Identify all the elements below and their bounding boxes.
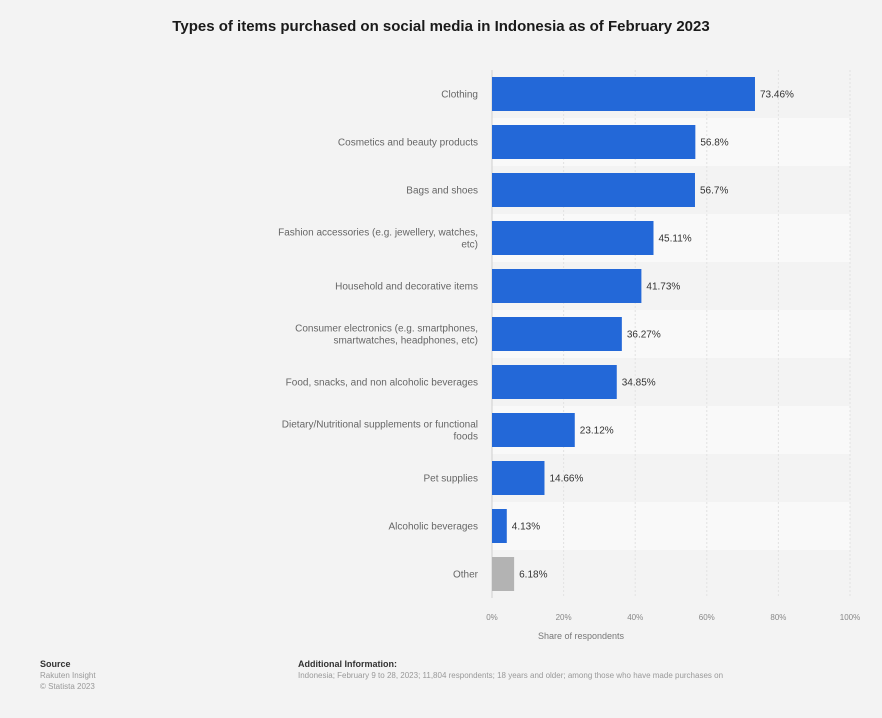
bar [492,365,617,399]
category-label: Other [453,570,479,581]
bar [492,317,622,351]
value-labels: 73.46% 56.8% 56.7% 45.11% 41.73% 36.27% 34.85%… [512,90,794,581]
value-label: 41.73% [646,282,680,293]
bar [492,173,695,207]
bar-chart: Clothing Cosmetics and beauty products Bag… [278,70,860,641]
value-label: 23.12% [580,426,614,437]
category-labels: Clothing Cosmetics and beauty products Bag… [278,90,479,581]
value-label: 4.13% [512,522,540,533]
category-label: Alcoholic beverages [389,522,479,533]
value-label: 34.85% [622,378,656,389]
row-band [492,502,850,550]
bar [492,557,515,591]
source-line-2: © Statista 2023 [40,682,95,691]
additional-info-text: Indonesia; February 9 to 28, 2023; 11,80… [298,671,724,680]
source-heading: Source [40,659,71,669]
additional-info-heading: Additional Information: [298,659,397,669]
bar [492,269,642,303]
category-label: Household and decorative items [335,282,478,293]
bar [492,77,755,111]
x-tick-label: 0% [486,613,498,622]
x-tick-label: 20% [556,613,572,622]
category-label: Food, snacks, and non alcoholic beverage… [286,378,478,389]
bar [492,509,507,543]
source-line-1: Rakuten Insight [40,671,96,680]
value-label: 56.7% [700,186,728,197]
bar [492,413,575,447]
bars [492,77,755,591]
x-tick-label: 100% [840,613,860,622]
chart-title: Types of items purchased on social media… [172,18,710,35]
x-tick-label: 40% [627,613,643,622]
category-label: Fashion accessories (e.g. jewellery, wat… [278,228,478,251]
category-label: Cosmetics and beauty products [338,138,478,149]
source-section: Source Rakuten Insight © Statista 2023 [40,659,96,692]
additional-info-section: Additional Information: Indonesia; Febru… [298,659,880,681]
value-label: 6.18% [519,570,547,581]
category-label: Consumer electronics (e.g. smartphones, s… [295,324,478,347]
bar [492,125,696,159]
bar [492,221,654,255]
value-label: 14.66% [549,474,583,485]
value-label: 73.46% [760,90,794,101]
x-tick-label: 60% [699,613,715,622]
category-label: Clothing [441,90,478,101]
value-label: 36.27% [627,330,661,341]
category-label: Bags and shoes [406,186,478,197]
x-tick-label: 80% [770,613,786,622]
x-tick-labels: 0% 20% 40% 60% 80% 100% [486,613,860,622]
value-label: 45.11% [658,234,691,245]
value-label: 56.8% [700,138,728,149]
category-label: Pet supplies [424,474,478,485]
bar [492,461,545,495]
x-axis-title: Share of respondents [538,631,625,641]
category-label: Dietary/Nutritional supplements or funct… [282,420,478,443]
